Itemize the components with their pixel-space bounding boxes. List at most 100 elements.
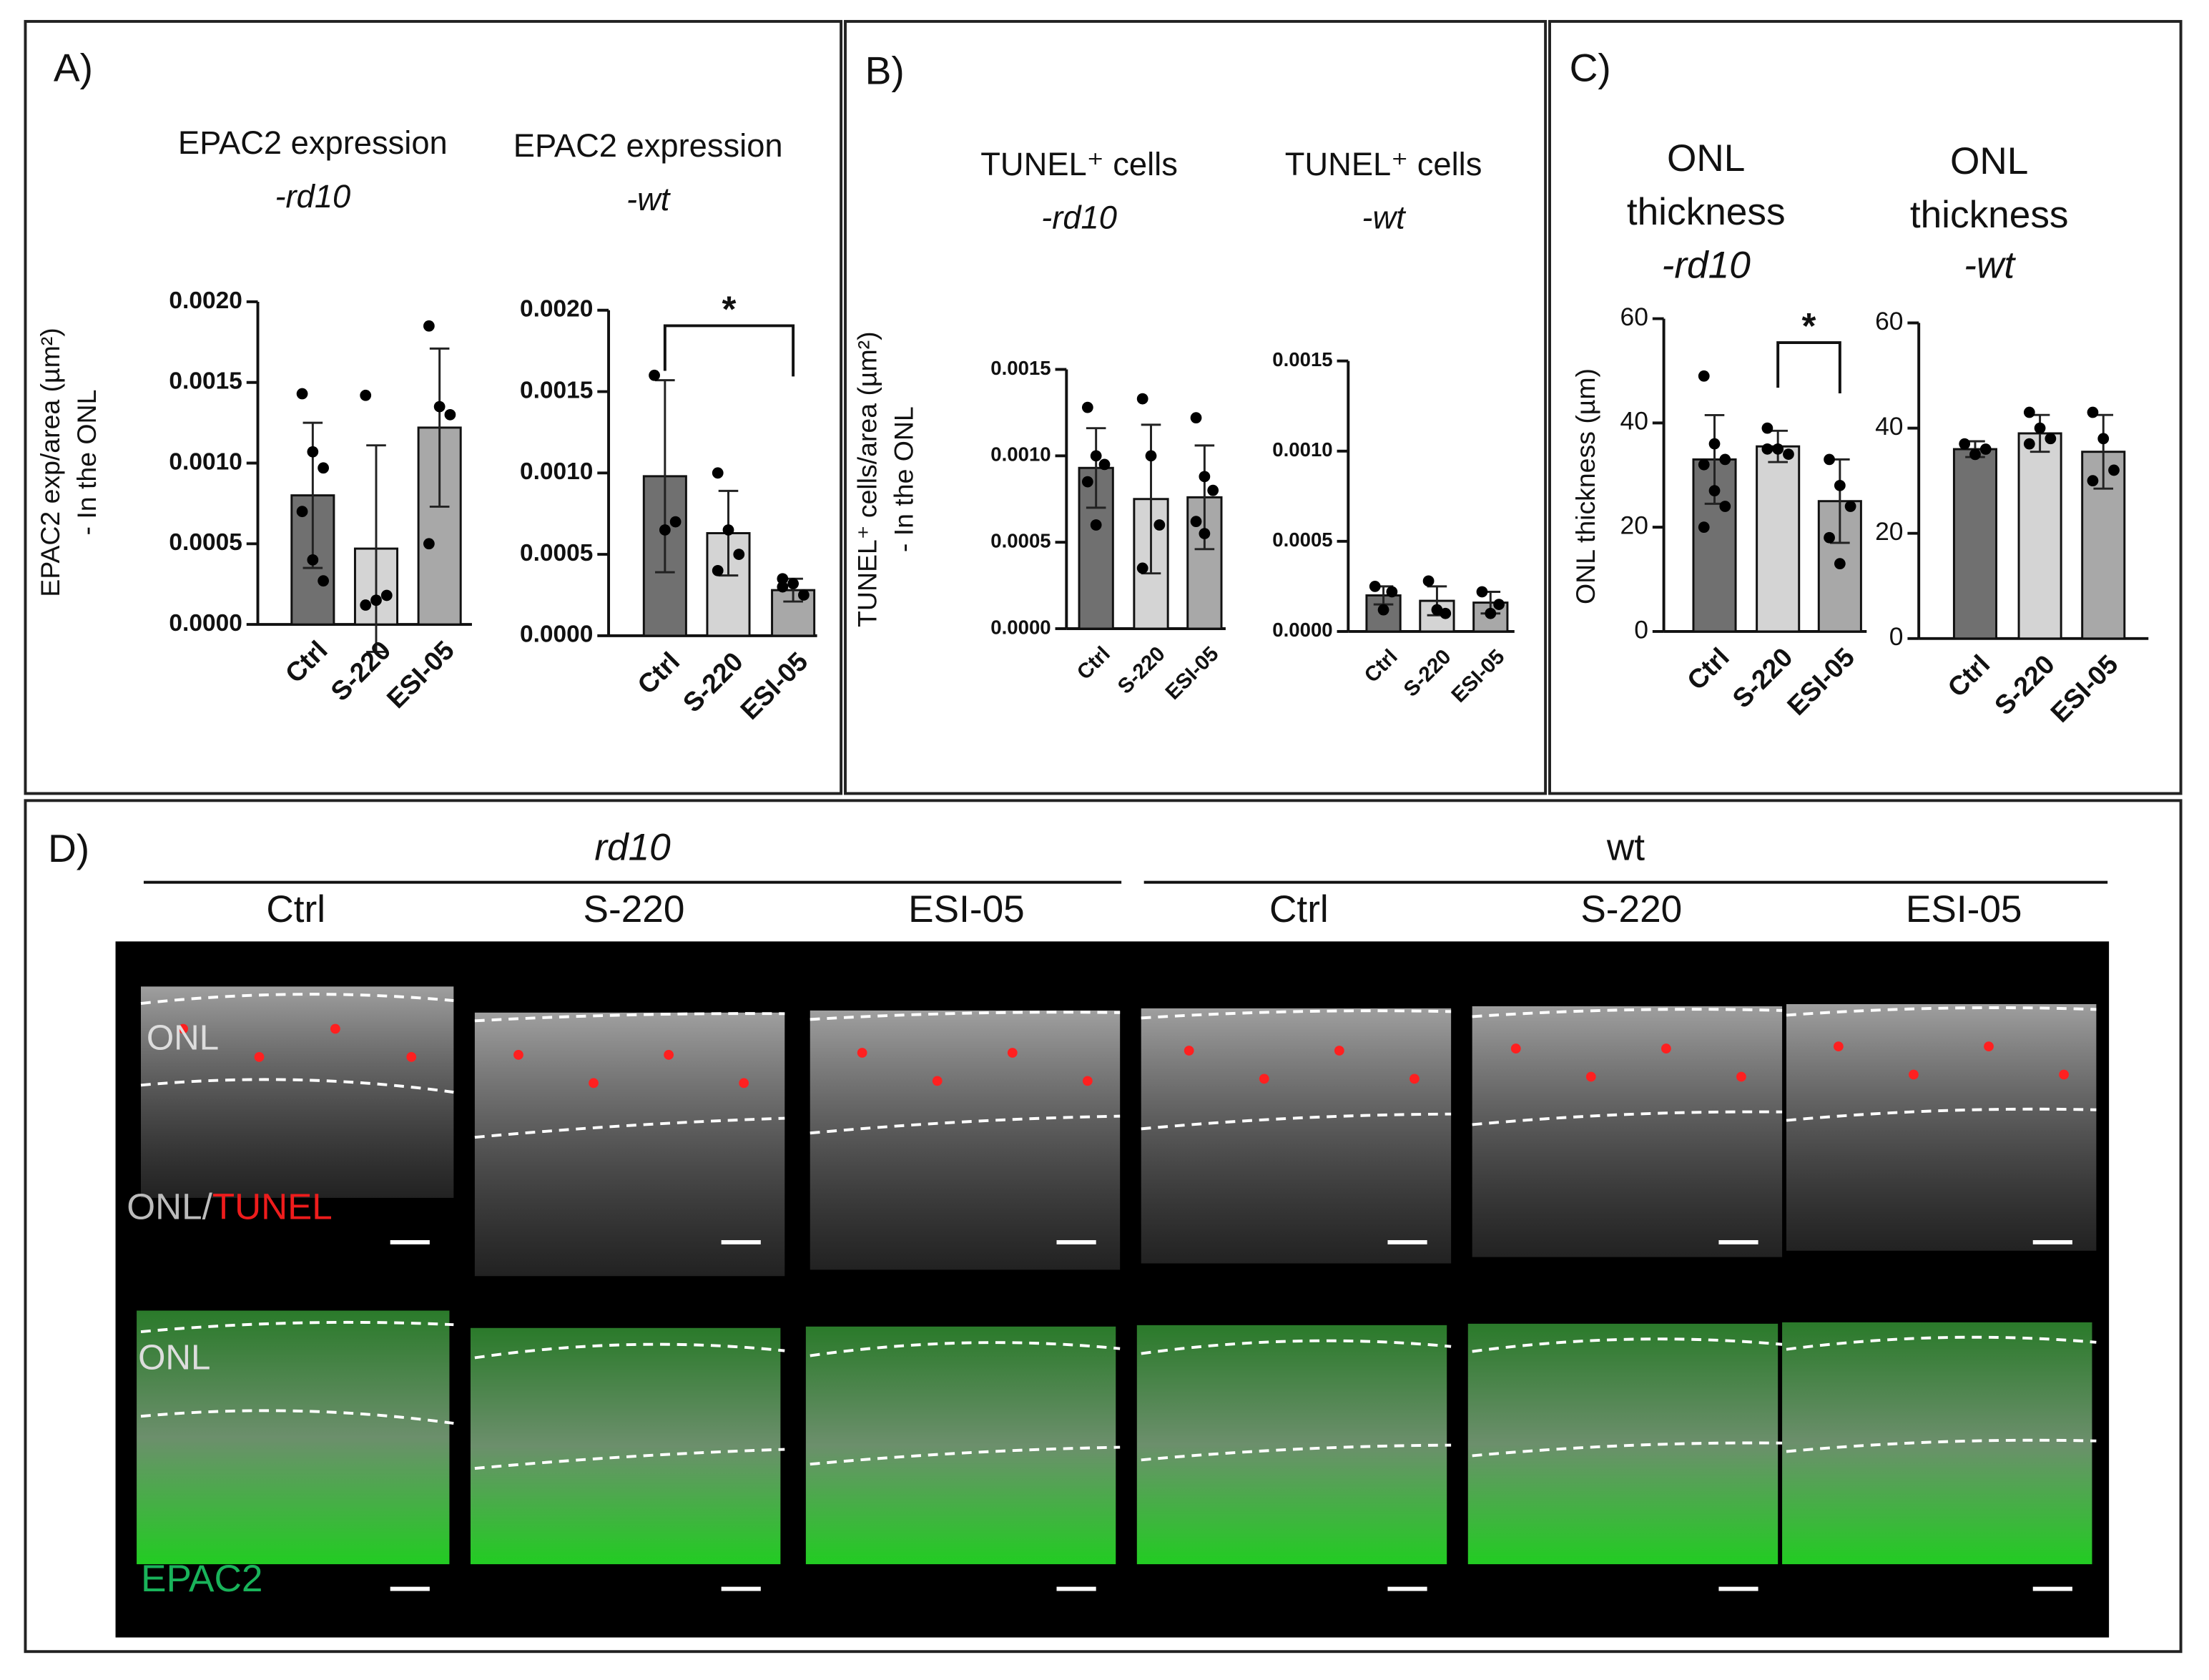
data-point — [1081, 476, 1093, 488]
data-point — [1199, 528, 1211, 539]
x-tick-label: Ctrl — [1942, 649, 1995, 702]
onl-boundary — [1472, 1110, 1783, 1126]
data-point — [2108, 464, 2120, 476]
y-tick-label: 60 — [1875, 307, 1903, 335]
data-point — [1824, 531, 1835, 544]
data-point — [423, 320, 435, 332]
panel-label: C) — [1570, 45, 1611, 89]
chart-title: thickness — [1627, 191, 1786, 233]
scale-bar — [1056, 1239, 1096, 1244]
y-tick-label: 20 — [1620, 511, 1648, 540]
data-point — [2097, 433, 2110, 445]
y-tick-label: 0.0000 — [990, 616, 1051, 638]
tunel-cell — [1409, 1074, 1420, 1084]
data-point — [1834, 558, 1846, 570]
x-tick-label: S-220 — [1399, 645, 1456, 702]
onl-boundary — [1472, 1337, 1783, 1353]
data-point — [370, 594, 382, 606]
data-point — [1979, 443, 1992, 455]
scale-bar — [1718, 1239, 1758, 1244]
layer-label: ONL — [138, 1337, 210, 1377]
y-tick-label: 40 — [1620, 407, 1648, 436]
onl-boundary — [140, 1078, 454, 1094]
tunel-cell — [1984, 1041, 1994, 1052]
y-tick-label: 40 — [1875, 412, 1903, 441]
data-point — [2087, 475, 2099, 487]
data-point — [1090, 450, 1102, 462]
micrograph-tissue — [474, 1012, 785, 1277]
data-point — [1199, 471, 1211, 483]
tunel-cell — [664, 1050, 674, 1060]
data-point — [2023, 438, 2035, 450]
x-tick-label: Ctrl — [1681, 642, 1735, 695]
y-axis-label: ONL thickness (µm) — [1570, 368, 1600, 604]
y-tick-label: 60 — [1620, 303, 1648, 331]
data-point — [1698, 458, 1710, 471]
data-point — [318, 462, 330, 474]
column-label: Ctrl — [266, 888, 325, 930]
y-axis-label: TUNEL⁺ cells/area (µm²) - In the ONL — [852, 331, 918, 627]
tunel-cell — [1736, 1071, 1746, 1082]
data-point — [787, 578, 800, 589]
data-point — [2034, 422, 2046, 434]
tunel-cell — [1585, 1071, 1596, 1082]
data-point — [1476, 586, 1488, 598]
tunel-cell — [1184, 1046, 1194, 1056]
tunel-cell — [178, 1023, 188, 1034]
chart-subtitle: -wt — [1362, 200, 1407, 236]
tunel-cell — [932, 1076, 943, 1086]
onl-boundary — [1141, 1009, 1452, 1020]
bar — [2017, 432, 2062, 640]
tunel-cell — [1007, 1048, 1018, 1058]
data-point — [649, 369, 660, 381]
scale-bar — [1718, 1586, 1758, 1591]
data-point — [433, 401, 446, 413]
data-point — [444, 408, 456, 421]
y-tick-label: 0 — [1889, 622, 1904, 651]
data-point — [1959, 438, 1971, 450]
bar — [1756, 445, 1801, 633]
tunel-cell — [1259, 1074, 1269, 1084]
data-point — [296, 506, 308, 518]
data-point — [1145, 450, 1157, 462]
data-point — [1719, 453, 1731, 466]
panel-label: B) — [865, 48, 905, 92]
scale-bar — [2032, 1586, 2072, 1591]
micrograph-tissue — [137, 1310, 450, 1565]
stain-label: EPAC2 — [141, 1558, 262, 1600]
x-tick-label: ESI-05 — [1447, 645, 1509, 707]
x-tick-label: Ctrl — [1359, 645, 1402, 687]
onl-boundary — [1141, 1112, 1452, 1131]
tunel-cell — [589, 1078, 599, 1089]
tunel-cell — [1909, 1069, 1919, 1080]
stain-label: ONL/TUNEL — [127, 1186, 332, 1227]
onl-boundary — [1472, 1441, 1783, 1458]
chart-title: TUNEL⁺ cells — [980, 146, 1178, 182]
data-point — [1377, 604, 1389, 616]
data-point — [798, 589, 810, 601]
data-point — [1369, 581, 1381, 592]
scale-bar — [1387, 1586, 1427, 1591]
data-point — [1761, 443, 1773, 455]
onl-boundary — [140, 993, 454, 1005]
micrograph-tissue — [1472, 1006, 1783, 1257]
data-point — [1386, 586, 1398, 598]
micrograph-tissue — [1786, 1004, 2097, 1251]
y-tick-label: 0.0010 — [169, 448, 242, 475]
data-point — [1090, 519, 1102, 531]
data-point — [318, 575, 330, 587]
bar — [1952, 448, 1998, 640]
data-point — [360, 389, 372, 401]
y-axis-label-line: EPAC2 exp/area (µm²) — [35, 328, 65, 596]
data-point — [360, 599, 372, 611]
data-point — [722, 524, 734, 536]
column-label: S-220 — [584, 888, 685, 930]
scale-bar — [721, 1239, 761, 1244]
y-tick-label: 0.0015 — [1272, 348, 1332, 370]
x-tick-label: S-220 — [1113, 642, 1170, 699]
onl-boundary — [1786, 1006, 2097, 1017]
onl-boundary — [140, 1409, 454, 1425]
data-point — [1098, 458, 1111, 471]
y-tick-label: 0.0005 — [990, 529, 1051, 551]
panel-label: D) — [48, 826, 89, 870]
